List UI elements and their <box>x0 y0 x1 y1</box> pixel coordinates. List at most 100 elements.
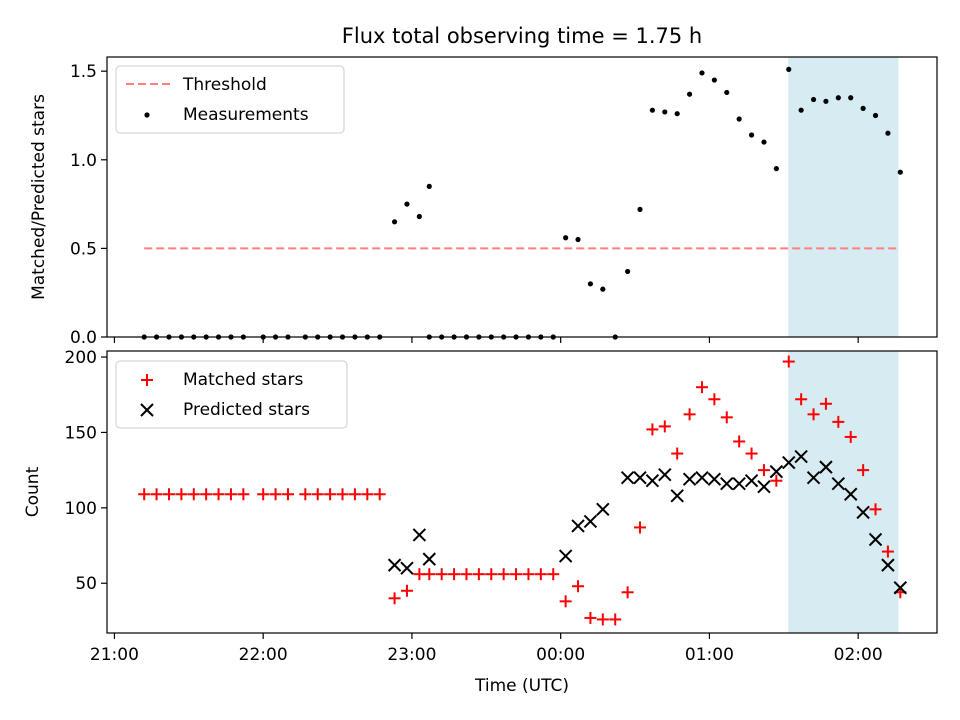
matched-stars-point <box>807 408 820 421</box>
predicted-stars-point <box>868 532 883 547</box>
x-tick-label: 23:00 <box>387 645 436 665</box>
measurement-point <box>686 91 693 97</box>
matched-stars-point <box>683 408 696 421</box>
y-tick-label: 150 <box>65 423 97 443</box>
measurement-point <box>860 105 866 111</box>
matched-stars-point <box>187 488 200 501</box>
matched-stars-point <box>460 568 473 581</box>
matched-stars-point <box>844 430 857 443</box>
predicted-stars-point <box>856 505 870 520</box>
measurement-point <box>786 66 792 73</box>
measurement-point <box>625 268 631 275</box>
measurement-point <box>810 96 817 103</box>
predicted-stars-point <box>596 502 610 517</box>
matched-stars-point <box>400 584 413 597</box>
predicted-stars-point <box>757 480 771 494</box>
matched-stars-point <box>472 568 485 581</box>
matched-stars-point <box>435 568 448 581</box>
measurement-point <box>872 112 879 119</box>
predicted-legend-marker <box>140 403 154 417</box>
matched-stars-point <box>782 355 795 368</box>
matched-stars-point <box>138 488 151 501</box>
matched-stars-point <box>832 415 845 428</box>
top-panel: 0.0 0.5 1.0 1.5 Matched/Predicted stars Thr… <box>29 56 938 348</box>
predicted-stars-point <box>387 558 402 572</box>
y-tick-label: 200 <box>65 348 97 368</box>
legend-matched-label: Matched stars <box>183 370 303 390</box>
matched-stars-point <box>448 568 461 581</box>
matched-stars-point <box>869 503 882 516</box>
x-axis-label: Time (UTC) <box>474 676 569 696</box>
predicted-stars-point <box>583 514 598 529</box>
matched-stars-point <box>373 488 386 501</box>
predicted-stars-point <box>620 470 635 485</box>
matched-stars-point <box>497 568 510 581</box>
matched-stars-point <box>423 568 436 581</box>
predicted-stars-point <box>844 487 858 501</box>
matched-stars-point <box>720 411 733 424</box>
matched-stars-point <box>757 464 770 477</box>
matched-stars-point <box>324 488 337 501</box>
top-panel-y-axis: 0.0 0.5 1.0 1.5 <box>70 62 107 348</box>
measurement-point <box>798 107 804 113</box>
predicted-stars-point <box>732 476 746 491</box>
y-tick-label: 0.5 <box>70 239 97 259</box>
predicted-stars-point <box>633 470 647 485</box>
measurement-point <box>885 130 891 136</box>
measurement-point <box>600 286 606 292</box>
matched-stars-point <box>745 447 758 460</box>
predicted-stars-point <box>670 489 684 503</box>
predicted-stars-point <box>682 472 697 486</box>
matched-stars-point <box>708 393 721 406</box>
measurement-point <box>848 95 854 101</box>
matched-stars-point <box>269 488 282 501</box>
predicted-stars-point <box>782 455 796 470</box>
chart-title: Flux total observing time = 1.75 h <box>342 24 702 48</box>
predicted-stars-point <box>400 561 414 575</box>
matched-stars-point <box>281 488 294 501</box>
matched-stars-point <box>634 521 647 534</box>
y-tick-label: 50 <box>75 574 97 594</box>
predicted-stars-point <box>794 449 808 464</box>
predicted-stars-point <box>744 473 759 488</box>
matched-stars-point <box>522 568 535 581</box>
matched-stars-point <box>299 488 312 501</box>
predicted-stars-point <box>707 472 722 486</box>
matched-stars-point <box>388 592 401 605</box>
x-tick-label: 00:00 <box>536 645 585 665</box>
predicted-stars-point <box>645 473 660 488</box>
measurement-point <box>711 77 717 83</box>
predicted-stars-point <box>893 581 908 595</box>
measurement-point <box>699 70 705 76</box>
top-legend-box <box>115 65 345 134</box>
measurement-point <box>835 95 841 101</box>
matched-stars-point <box>257 488 270 501</box>
matched-stars-point <box>695 381 708 394</box>
matched-stars-point <box>559 595 572 608</box>
matched-stars-point <box>857 464 870 477</box>
bottom-panel-frame <box>106 350 938 634</box>
measurement-point <box>773 166 779 172</box>
top-panel-x-ticks <box>113 337 859 343</box>
matched-stars-point <box>200 488 213 501</box>
bottom-panel-x-axis: 21:00 22:00 23:00 00:00 01:00 02:00 <box>90 633 883 665</box>
matched-stars-point <box>237 488 250 501</box>
matched-stars-point <box>646 423 659 436</box>
measurement-point <box>897 169 903 175</box>
predicted-stars-point <box>558 549 573 563</box>
bottom-panel-y-axis: 50 100 150 200 <box>65 348 107 594</box>
measurement-point <box>391 219 398 225</box>
bottom-legend-box <box>115 360 348 429</box>
predicted-stars-point <box>412 528 427 542</box>
predicted-stars-point <box>571 519 585 533</box>
predicted-stars-point <box>422 552 436 566</box>
matched-stars-point <box>881 545 894 558</box>
predicted-stars-point <box>769 464 784 479</box>
matched-stars-point <box>485 568 498 581</box>
legend-predicted-label: Predicted stars <box>183 400 310 420</box>
x-tick-label: 21:00 <box>90 645 139 665</box>
predicted-stars-point <box>819 460 833 474</box>
measurement-point <box>748 132 755 138</box>
matched-stars-point <box>819 397 832 410</box>
top-panel-shade <box>788 57 899 337</box>
